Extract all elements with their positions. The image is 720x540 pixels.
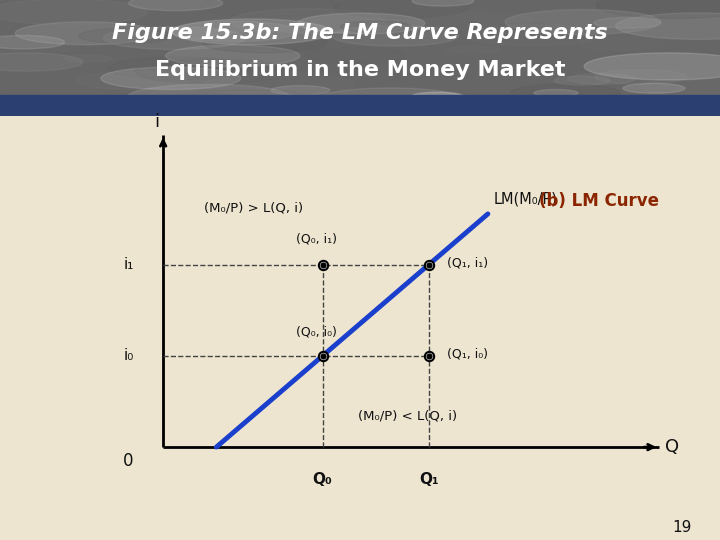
Circle shape <box>271 85 330 95</box>
Circle shape <box>171 21 297 42</box>
Circle shape <box>164 90 327 116</box>
Text: (Q₀, i₁): (Q₀, i₁) <box>296 232 337 245</box>
Bar <box>0 95 720 116</box>
Circle shape <box>317 88 464 112</box>
Point <box>317 260 328 269</box>
Circle shape <box>76 72 188 90</box>
Circle shape <box>0 0 91 16</box>
Circle shape <box>513 48 631 68</box>
Text: Q: Q <box>665 438 679 456</box>
Text: Equilibrium in the Money Market: Equilibrium in the Money Market <box>155 59 565 80</box>
Circle shape <box>201 0 338 17</box>
Circle shape <box>64 55 112 63</box>
Circle shape <box>109 57 250 80</box>
Circle shape <box>568 73 635 84</box>
Text: 19: 19 <box>672 519 691 535</box>
Circle shape <box>446 46 501 55</box>
Point <box>423 260 435 269</box>
Circle shape <box>418 12 533 30</box>
Circle shape <box>135 59 289 84</box>
Circle shape <box>0 36 65 49</box>
Circle shape <box>639 78 720 96</box>
Circle shape <box>412 0 474 6</box>
Circle shape <box>334 0 467 18</box>
Text: (M₀/P) < L(Q, i): (M₀/P) < L(Q, i) <box>358 409 457 422</box>
Point <box>423 352 435 360</box>
Text: (Q₀, i₀): (Q₀, i₀) <box>296 325 337 338</box>
Circle shape <box>578 37 665 51</box>
Circle shape <box>433 105 543 123</box>
Circle shape <box>35 97 190 122</box>
Circle shape <box>0 94 71 114</box>
Circle shape <box>497 80 544 87</box>
Circle shape <box>623 83 685 93</box>
Text: Q₀: Q₀ <box>312 472 333 487</box>
Circle shape <box>202 32 328 53</box>
Text: i₀: i₀ <box>123 348 134 363</box>
Circle shape <box>400 93 481 106</box>
Circle shape <box>629 100 698 111</box>
Circle shape <box>584 53 720 80</box>
Circle shape <box>0 0 147 25</box>
Circle shape <box>331 25 459 46</box>
Circle shape <box>306 48 405 63</box>
Circle shape <box>101 67 240 90</box>
Circle shape <box>171 19 331 45</box>
Circle shape <box>129 0 222 11</box>
Text: (b) LM Curve: (b) LM Curve <box>539 192 659 211</box>
Text: LM(M₀/P): LM(M₀/P) <box>494 192 558 207</box>
Circle shape <box>595 70 687 84</box>
Circle shape <box>230 9 385 33</box>
Text: i₁: i₁ <box>123 257 134 272</box>
Text: Q₁: Q₁ <box>419 472 438 487</box>
Circle shape <box>534 90 578 97</box>
Circle shape <box>15 22 157 45</box>
Point <box>423 260 435 269</box>
Circle shape <box>204 72 355 97</box>
Circle shape <box>594 17 661 28</box>
Circle shape <box>127 84 290 111</box>
Text: i: i <box>155 113 160 131</box>
Circle shape <box>596 0 720 18</box>
Circle shape <box>79 29 172 43</box>
Circle shape <box>297 13 425 33</box>
Circle shape <box>412 92 463 100</box>
Circle shape <box>0 37 81 54</box>
Circle shape <box>430 101 495 111</box>
Circle shape <box>104 26 246 50</box>
Text: (Q₁, i₀): (Q₁, i₀) <box>446 348 487 361</box>
Circle shape <box>616 13 720 39</box>
Text: (M₀/P) > L(Q, i): (M₀/P) > L(Q, i) <box>204 202 304 215</box>
Circle shape <box>341 21 412 32</box>
Circle shape <box>166 45 300 67</box>
Circle shape <box>510 84 620 102</box>
Point <box>317 352 328 360</box>
Point <box>423 352 435 360</box>
Text: Figure 15.3b: The LM Curve Represents: Figure 15.3b: The LM Curve Represents <box>112 23 608 43</box>
Circle shape <box>467 24 600 46</box>
Circle shape <box>498 22 552 31</box>
Point <box>317 352 328 360</box>
Text: (Q₁, i₁): (Q₁, i₁) <box>446 256 487 269</box>
Circle shape <box>0 100 97 124</box>
Circle shape <box>422 71 532 89</box>
Text: 0: 0 <box>122 452 133 470</box>
Circle shape <box>554 76 610 85</box>
Point <box>317 260 328 269</box>
Circle shape <box>0 53 83 71</box>
Circle shape <box>539 5 624 19</box>
Circle shape <box>505 10 660 35</box>
